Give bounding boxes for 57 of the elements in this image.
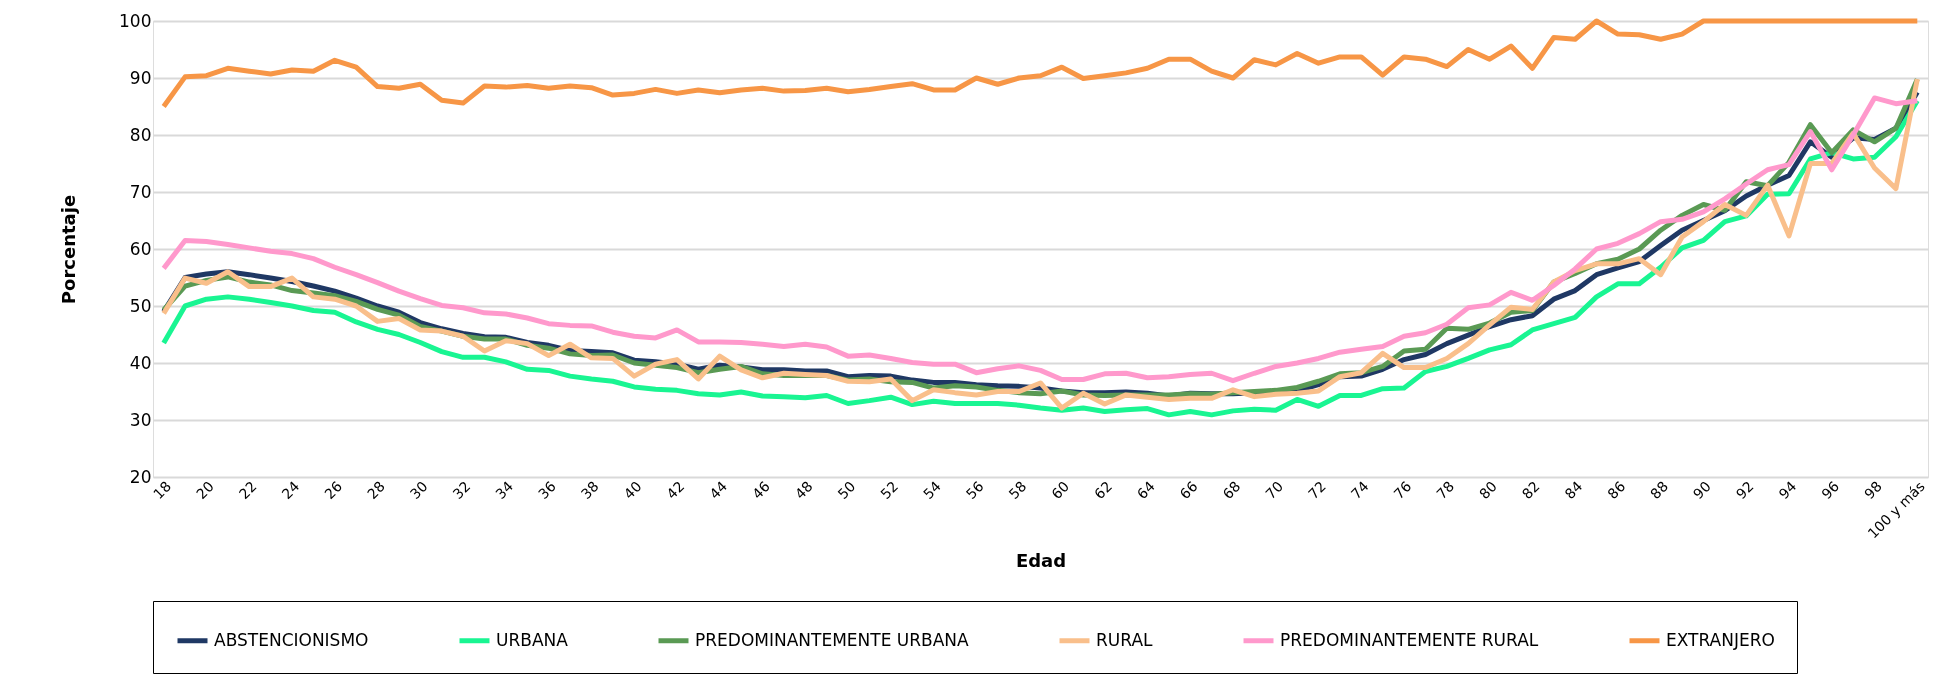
legend-label: RURAL — [1096, 629, 1154, 650]
x-tick-label: 96 — [1818, 478, 1843, 503]
legend-label: PREDOMINANTEMENTE RURAL — [1280, 629, 1539, 650]
y-tick-label: 80 — [129, 124, 152, 145]
y-tick-label: 90 — [129, 67, 152, 88]
x-tick-label: 72 — [1304, 478, 1329, 503]
x-tick-label: 84 — [1561, 478, 1586, 503]
legend-label: EXTRANJERO — [1666, 629, 1775, 650]
y-tick-label: 100 — [119, 10, 152, 31]
legend-label: URBANA — [496, 629, 569, 650]
legend-label: ABSTENCIONISMO — [214, 629, 369, 650]
x-tick-label: 78 — [1433, 478, 1458, 503]
x-tick-label: 94 — [1775, 478, 1800, 503]
y-tick-label: 50 — [129, 295, 152, 316]
x-axis-title: Edad — [1015, 550, 1067, 572]
x-tick-label: 82 — [1518, 478, 1543, 503]
x-tick-label: 26 — [321, 478, 346, 503]
x-tick-label: 80 — [1476, 478, 1500, 503]
legend-label: PREDOMINANTEMENTE URBANA — [695, 629, 970, 650]
x-tick-label: 74 — [1347, 478, 1372, 503]
x-tick-label: 30 — [406, 478, 431, 503]
x-tick-label: 54 — [920, 478, 945, 503]
x-tick-label: 70 — [1262, 478, 1287, 503]
x-tick-label: 98 — [1861, 478, 1885, 503]
x-tick-label: 50 — [834, 478, 859, 503]
x-tick-label: 48 — [791, 478, 816, 503]
y-tick-label: 40 — [129, 352, 152, 373]
x-tick-label: 68 — [1219, 478, 1244, 503]
x-tick-label: 76 — [1390, 478, 1415, 503]
x-tick-label: 62 — [1091, 478, 1116, 503]
x-tick-label: 24 — [278, 478, 303, 503]
x-tick-label: 88 — [1647, 478, 1672, 503]
x-tick-label: 20 — [192, 478, 217, 503]
x-tick-label: 52 — [877, 478, 902, 503]
x-tick-label: 40 — [620, 478, 645, 503]
x-tick-label: 32 — [449, 478, 474, 503]
x-tick-label: 56 — [962, 478, 987, 503]
x-tick-label: 92 — [1732, 478, 1757, 503]
x-tick-label: 60 — [1048, 478, 1073, 503]
x-tick-label: 34 — [492, 478, 517, 503]
x-tick-label: 66 — [1176, 478, 1201, 503]
x-tick-label: 46 — [748, 478, 773, 503]
x-tick-label: 36 — [535, 478, 560, 503]
x-tick-label: 86 — [1604, 478, 1629, 503]
x-tick-label: 90 — [1689, 478, 1714, 503]
x-tick-label: 18 — [150, 478, 175, 503]
y-tick-label: 70 — [129, 181, 152, 202]
x-tick-label: 22 — [235, 478, 260, 503]
y-tick-label: 30 — [129, 409, 152, 430]
x-tick-label: 28 — [364, 478, 388, 503]
x-tick-label: 42 — [663, 478, 688, 503]
x-tick-label: 58 — [1005, 478, 1030, 503]
x-tick-label: 38 — [577, 478, 602, 503]
x-tick-label: 64 — [1133, 478, 1158, 503]
y-tick-label: 60 — [129, 238, 152, 259]
x-tick-label: 44 — [706, 478, 731, 503]
y-axis-title: Porcentaje — [58, 194, 80, 305]
